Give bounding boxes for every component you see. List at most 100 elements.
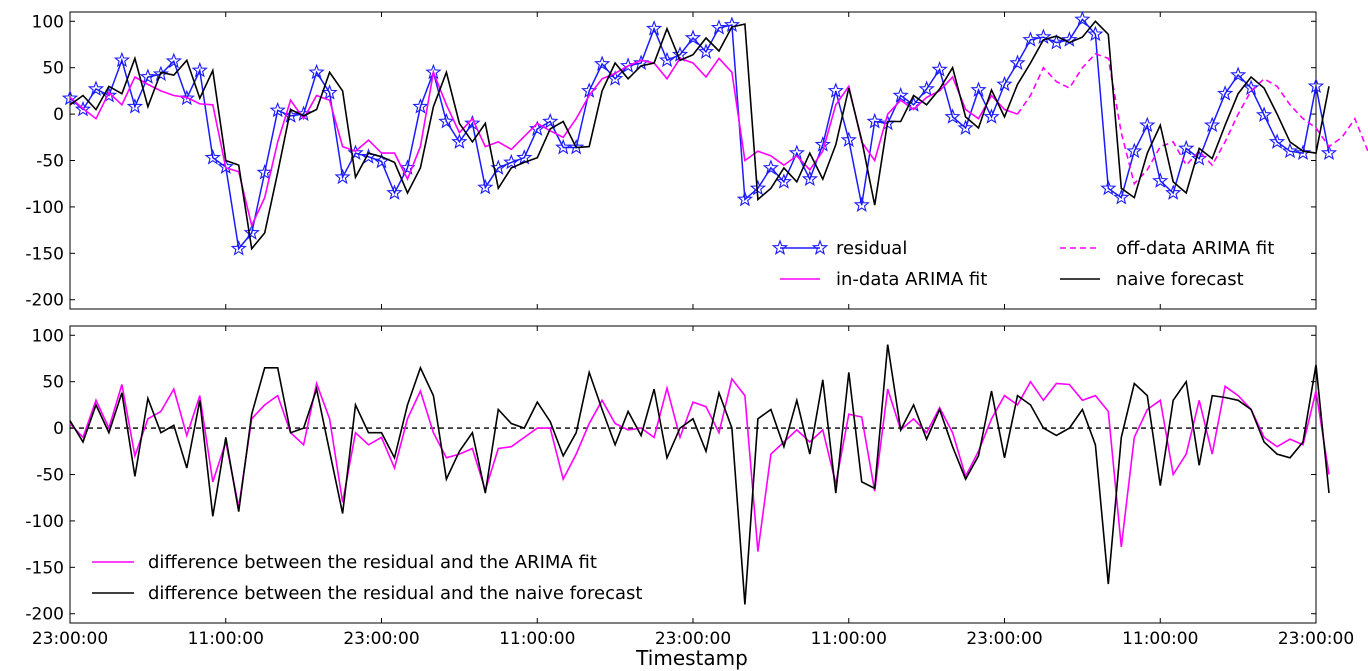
residual-point xyxy=(607,70,624,86)
residual-point xyxy=(152,65,169,82)
residual-point xyxy=(256,164,273,180)
x-tick-label: 23:00:00 xyxy=(1278,629,1354,649)
y-tick-label: 100 xyxy=(32,326,64,346)
series-line-difference-between-the-residual-and-the-naive-forecast xyxy=(69,344,1330,605)
residual-point xyxy=(1281,142,1299,159)
residual-point xyxy=(1230,66,1247,83)
legend-item-residual: residual xyxy=(771,238,907,259)
series-line-residual xyxy=(69,18,1330,251)
y-tick-label: -150 xyxy=(25,244,64,264)
residual-point xyxy=(464,114,481,131)
x-tick-label: 23:00:00 xyxy=(655,629,731,649)
residual-point xyxy=(1217,85,1234,101)
residual-point xyxy=(204,149,221,165)
residual-point xyxy=(451,133,468,149)
residual-point xyxy=(1268,133,1286,149)
legend-star xyxy=(811,239,829,255)
residual-point xyxy=(308,63,325,80)
legend-item-in-data-arima-fit: in-data ARIMA fit xyxy=(780,269,987,290)
residual-point xyxy=(1178,139,1195,156)
bottom-plot-area: 100 50 0 -50 -100 -150 -200 23:00:00 11:00:00 23:… xyxy=(25,325,1354,649)
residual-point xyxy=(775,173,792,189)
residual-point xyxy=(1022,31,1039,47)
residual-point xyxy=(412,98,429,114)
y-tick-label: -200 xyxy=(25,291,64,311)
residual-point xyxy=(1113,189,1130,205)
residual-point xyxy=(892,86,909,103)
legend-label: in-data ARIMA fit xyxy=(836,269,987,290)
residual-point xyxy=(386,184,403,200)
x-tick-label: 23:00:00 xyxy=(343,629,419,649)
y-tick-label: 50 xyxy=(42,373,64,393)
x-tick-label: 11:00:00 xyxy=(188,629,264,649)
residual-point xyxy=(736,190,754,207)
residual-point xyxy=(139,68,156,84)
legend-item-naive-forecast: naive forecast xyxy=(1060,269,1244,290)
legend-label: off-data ARIMA fit xyxy=(1116,238,1274,259)
residual-point xyxy=(567,138,585,155)
residual-point xyxy=(269,101,286,118)
residual-point xyxy=(801,170,819,186)
residual-point xyxy=(477,178,494,195)
residual-point xyxy=(996,75,1013,92)
x-tick-label: 11:00:00 xyxy=(499,629,575,649)
legend-label: naive forecast xyxy=(1116,269,1244,290)
residual-point xyxy=(853,196,870,212)
residual-point xyxy=(645,20,663,36)
legend-item-difference-between-the-residual-and-the-naive-forecast: difference between the residual and the … xyxy=(92,583,642,604)
residual-point xyxy=(100,86,118,103)
residual-point xyxy=(710,19,728,35)
series-line-naive-forecast xyxy=(69,20,1330,251)
legend-label: difference between the residual and the … xyxy=(148,583,642,604)
residual-point xyxy=(87,80,105,96)
y-tick-label: -50 xyxy=(36,152,64,172)
residual-point xyxy=(697,43,715,59)
legend-item-off-data-arima-fit: off-data ARIMA fit xyxy=(1060,238,1274,259)
residual-point xyxy=(334,168,351,185)
legend-star xyxy=(771,239,789,255)
residual-point xyxy=(866,112,883,129)
residual-point xyxy=(931,60,948,77)
residual-point xyxy=(814,136,831,152)
residual-point xyxy=(321,84,338,100)
residual-point xyxy=(503,153,520,170)
residual-point xyxy=(347,144,364,160)
legend-item-difference-between-the-residual-and-the-arima-fit: difference between the residual and the … xyxy=(92,552,597,573)
residual-point xyxy=(1320,144,1338,160)
y-tick-label: -200 xyxy=(25,605,64,625)
residual-point xyxy=(243,224,260,240)
residual-point xyxy=(983,108,1000,124)
y-tick-label: -150 xyxy=(25,558,64,578)
legend-label: residual xyxy=(836,238,907,259)
top-plot-area: 100 50 0 -50 -100 -150 -200 residual off-data AR… xyxy=(25,10,1368,311)
residual-point xyxy=(1009,54,1026,70)
series-line-off-data-arima-fit xyxy=(1016,52,1368,186)
residual-point xyxy=(126,98,144,114)
x-axis-label: Timestamp xyxy=(635,646,748,670)
residual-point xyxy=(1048,34,1065,50)
residual-point xyxy=(944,108,961,124)
y-tick-label: 100 xyxy=(32,12,64,32)
residual-point xyxy=(1255,106,1273,122)
x-tick-label: 23:00:00 xyxy=(32,629,108,649)
residual-point xyxy=(1242,79,1260,96)
residual-point xyxy=(594,55,611,71)
residual-point xyxy=(970,81,987,97)
residual-point xyxy=(61,89,79,106)
residual-point xyxy=(684,29,702,45)
residual-point xyxy=(113,51,131,68)
residual-point xyxy=(1203,116,1221,133)
residual-point xyxy=(74,100,92,117)
residual-point xyxy=(1126,142,1143,159)
y-tick-label: 0 xyxy=(53,419,64,439)
legend-label: difference between the residual and the … xyxy=(148,552,597,573)
residual-point xyxy=(438,112,455,129)
y-tick-label: -100 xyxy=(25,512,64,532)
x-tick-label: 11:00:00 xyxy=(1122,629,1198,649)
residual-point xyxy=(542,112,559,129)
y-tick-label: 0 xyxy=(53,105,64,125)
residual-point xyxy=(827,82,844,98)
residual-point xyxy=(1307,77,1325,94)
plot-frame-top xyxy=(69,11,1317,310)
